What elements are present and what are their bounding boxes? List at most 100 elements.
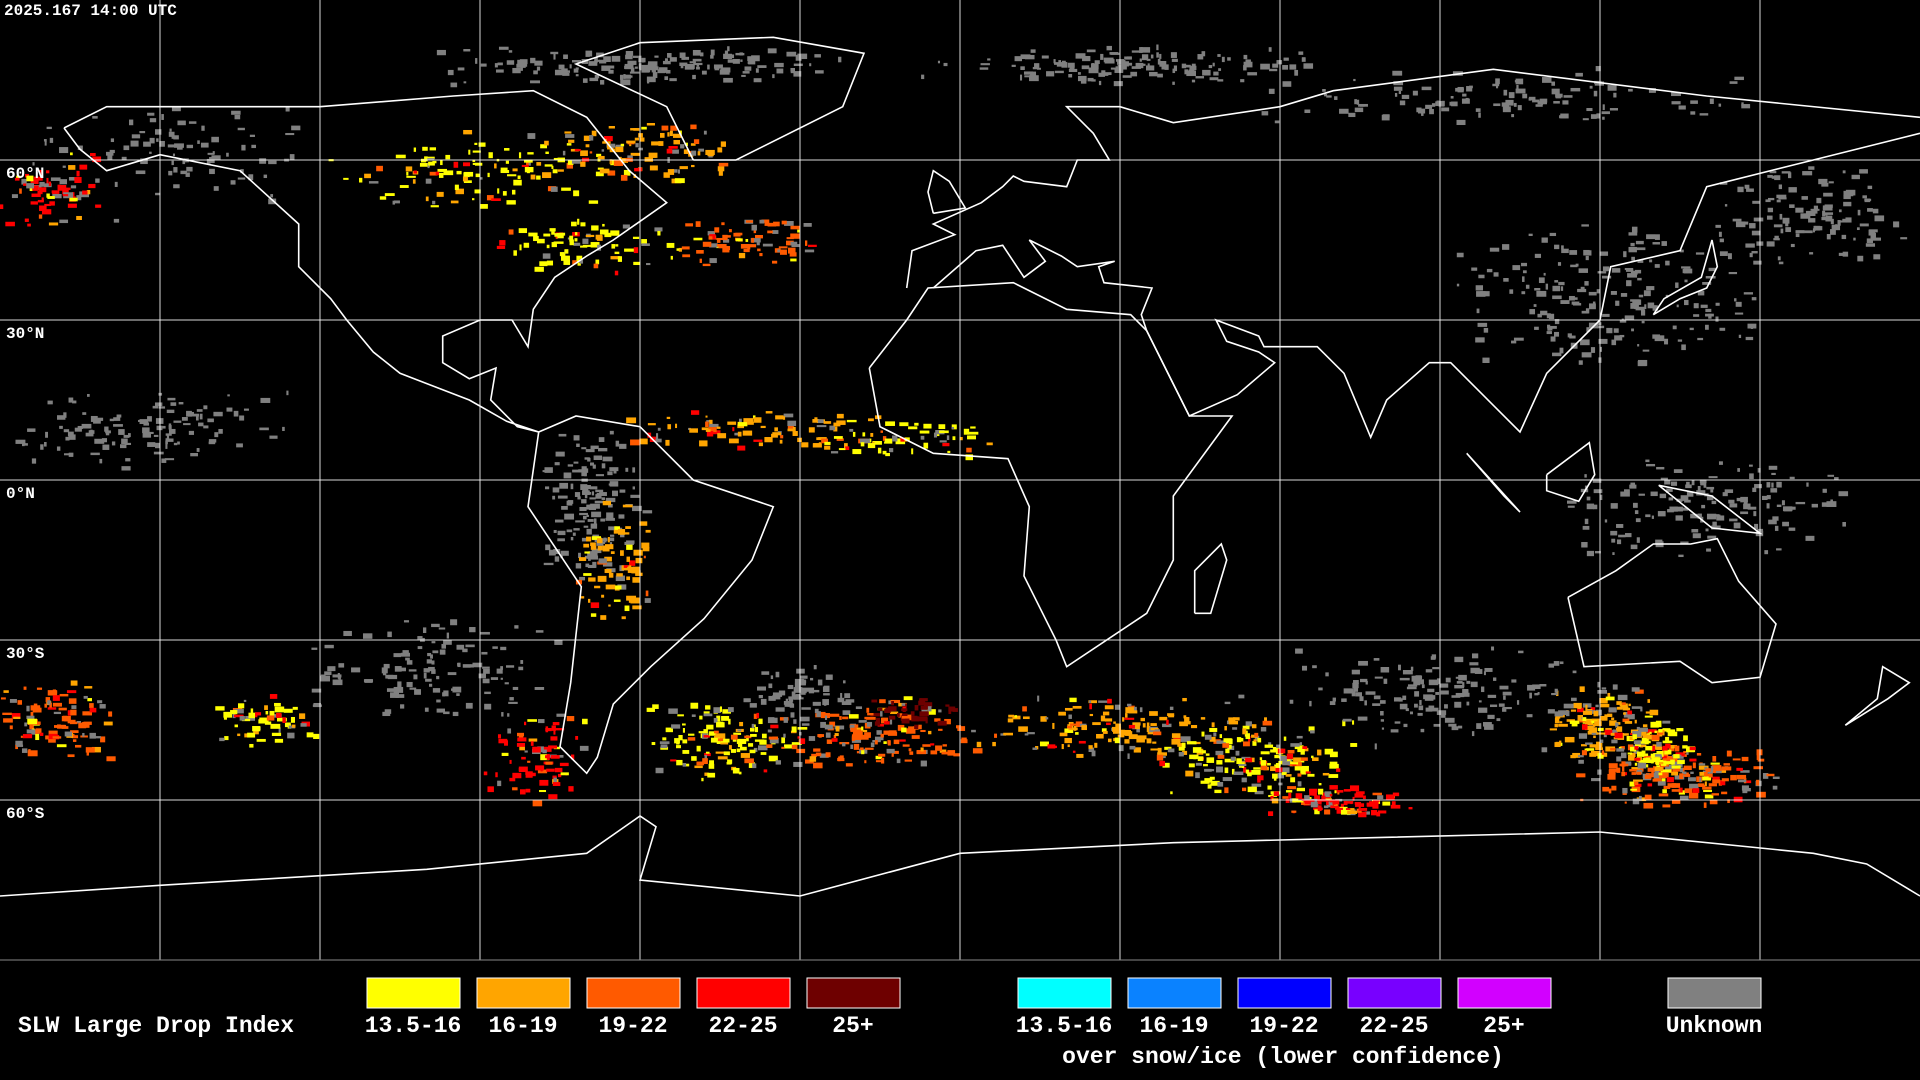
cloud-pixel	[878, 753, 886, 757]
cloud-pixel	[1297, 773, 1302, 777]
cloud-pixel	[1616, 539, 1622, 545]
cloud-pixel	[625, 467, 629, 472]
cloud-pixel	[861, 726, 864, 731]
cloud-pixel	[382, 671, 387, 676]
cloud-pixel	[763, 769, 768, 773]
cloud-pixel	[1593, 735, 1596, 739]
cloud-pixel	[804, 240, 808, 246]
cloud-pixel	[1537, 692, 1540, 695]
cloud-pixel	[1274, 754, 1281, 759]
cloud-pixel	[671, 724, 681, 729]
cloud-pixel	[1647, 302, 1655, 309]
cloud-pixel	[120, 444, 127, 449]
cloud-pixel	[952, 436, 956, 441]
cloud-pixel	[1336, 807, 1343, 814]
cloud-pixel	[1753, 217, 1764, 222]
cloud-pixel	[1774, 235, 1779, 240]
cloud-pixel	[788, 697, 794, 702]
cloud-pixel	[748, 743, 754, 747]
cloud-pixel	[1630, 746, 1636, 750]
cloud-pixel	[691, 150, 697, 156]
cloud-pixel	[463, 180, 472, 184]
cloud-pixel	[713, 730, 719, 734]
cloud-pixel	[585, 50, 593, 57]
cloud-pixel	[1599, 739, 1604, 743]
cloud-pixel	[164, 458, 175, 461]
cloud-pixel	[1772, 785, 1778, 790]
cloud-pixel	[754, 234, 763, 239]
cloud-pixel	[1653, 772, 1663, 779]
cloud-pixel	[44, 140, 47, 146]
cloud-pixel	[527, 772, 536, 777]
cloud-pixel	[883, 741, 887, 744]
cloud-pixel	[596, 538, 603, 544]
cloud-pixel	[1298, 51, 1304, 55]
cloud-pixel	[557, 538, 565, 542]
cloud-pixel	[27, 718, 38, 725]
cloud-pixel	[138, 419, 145, 422]
cloud-pixel	[67, 710, 72, 716]
cloud-pixel	[614, 526, 620, 531]
cloud-pixel	[1771, 175, 1775, 179]
cloud-pixel	[966, 447, 972, 453]
cloud-pixel	[737, 431, 742, 437]
cloud-pixel	[1872, 208, 1879, 214]
cloud-pixel	[691, 164, 695, 168]
cloud-pixel	[1551, 81, 1556, 86]
cloud-pixel	[9, 698, 17, 703]
latitude-label: 0°N	[6, 485, 35, 503]
cloud-pixel	[901, 703, 906, 706]
legend-swatch	[1667, 977, 1762, 1009]
cloud-pixel	[218, 428, 223, 434]
cloud-pixel	[877, 447, 882, 454]
cloud-pixel	[1614, 732, 1623, 739]
cloud-pixel	[678, 735, 683, 741]
cloud-pixel	[1192, 747, 1202, 753]
cloud-pixel	[1224, 767, 1229, 774]
cloud-pixel	[1554, 723, 1558, 728]
cloud-pixel	[1573, 702, 1582, 709]
cloud-pixel	[582, 485, 591, 489]
cloud-pixel	[1168, 714, 1175, 718]
cloud-pixel	[673, 140, 681, 145]
cloud-pixel	[1614, 335, 1623, 341]
cloud-pixel	[791, 726, 797, 733]
cloud-pixel	[1047, 744, 1056, 749]
cloud-pixel	[428, 161, 435, 166]
cloud-pixel	[1651, 769, 1654, 774]
cloud-pixel	[1851, 174, 1860, 180]
cloud-pixel	[1605, 696, 1615, 701]
cloud-pixel	[1645, 459, 1650, 463]
cloud-pixel	[200, 142, 209, 148]
cloud-pixel	[1709, 799, 1718, 805]
cloud-pixel	[767, 48, 777, 54]
cloud-pixel	[1326, 801, 1333, 808]
cloud-pixel	[1409, 711, 1413, 715]
cloud-pixel	[393, 200, 400, 204]
cloud-pixel	[589, 135, 594, 141]
cloud-pixel	[1228, 717, 1236, 722]
cloud-pixel	[914, 705, 919, 711]
cloud-pixel	[590, 242, 600, 248]
cloud-pixel	[47, 690, 58, 696]
cloud-pixel	[1697, 485, 1701, 491]
cloud-pixel	[1708, 313, 1712, 319]
cloud-pixel	[1650, 721, 1659, 728]
cloud-pixel	[1586, 550, 1594, 557]
cloud-pixel	[1590, 707, 1596, 711]
cloud-pixel	[51, 190, 60, 193]
cloud-pixel	[762, 243, 773, 247]
cloud-pixel	[835, 726, 840, 732]
cloud-pixel	[1644, 774, 1652, 779]
cloud-pixel	[30, 711, 34, 717]
cloud-pixel	[436, 49, 446, 56]
cloud-pixel	[783, 717, 788, 723]
cloud-pixel	[1276, 60, 1283, 65]
cloud-pixel	[1638, 795, 1642, 801]
cloud-pixel	[1317, 799, 1320, 805]
cloud-pixel	[592, 561, 597, 568]
cloud-pixel	[1675, 282, 1679, 288]
cloud-pixel	[1641, 320, 1645, 324]
cloud-pixel	[1664, 749, 1672, 755]
cloud-pixel	[1745, 336, 1754, 341]
